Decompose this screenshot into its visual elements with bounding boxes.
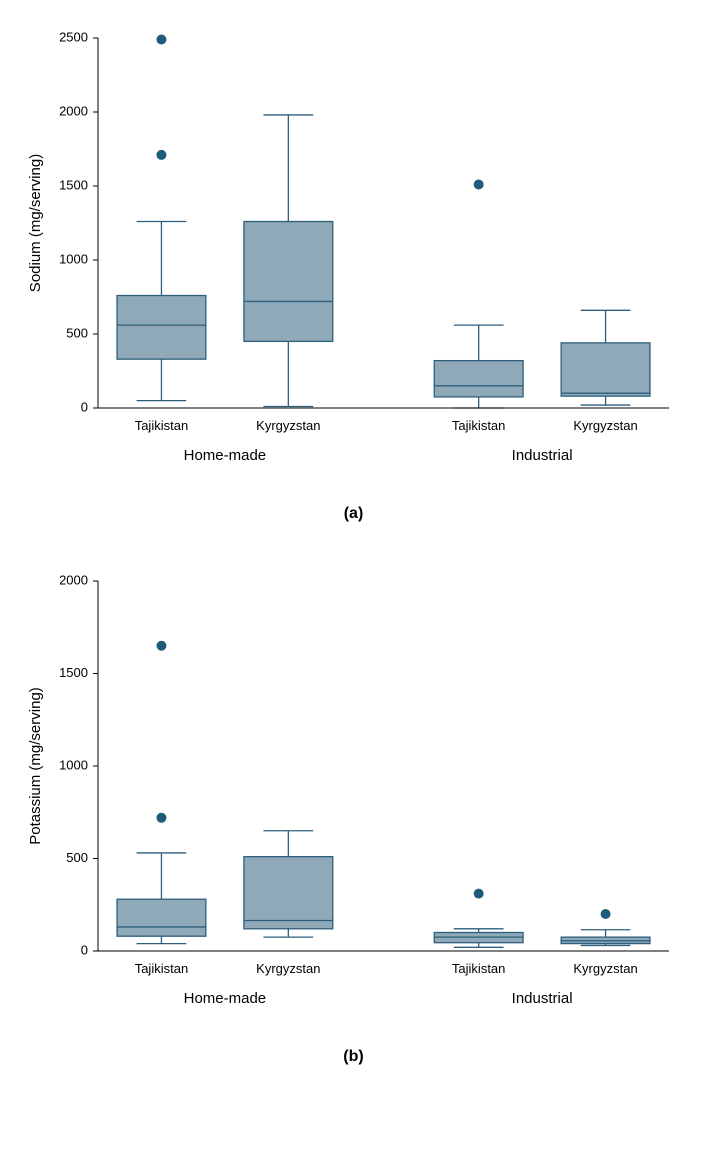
svg-text:500: 500: [66, 325, 88, 340]
svg-text:Home-made: Home-made: [184, 990, 267, 1007]
svg-text:2500: 2500: [59, 29, 88, 44]
svg-text:Tajikistan: Tajikistan: [135, 961, 188, 976]
svg-text:Sodium (mg/serving): Sodium (mg/serving): [27, 154, 44, 292]
svg-text:Kyrgyzstan: Kyrgyzstan: [256, 418, 320, 433]
svg-text:1000: 1000: [59, 757, 88, 772]
svg-text:Industrial: Industrial: [512, 990, 573, 1007]
svg-text:0: 0: [81, 399, 88, 414]
svg-text:Kyrgyzstan: Kyrgyzstan: [573, 961, 637, 976]
svg-text:Tajikistan: Tajikistan: [452, 961, 505, 976]
svg-text:Kyrgyzstan: Kyrgyzstan: [256, 961, 320, 976]
svg-text:Potassium (mg/serving): Potassium (mg/serving): [27, 687, 44, 845]
sublabel-b: (b): [20, 1048, 687, 1066]
boxplot-sodium: 0 500 1000 1500 2000 2500 Sodium (mg/serving) T…: [20, 20, 687, 490]
boxplot-potassium: 0 500 1000 1500 2000 Potassium (mg/serving) Ta…: [20, 563, 687, 1033]
chart-b-container: 0 500 1000 1500 2000 Potassium (mg/serving) Ta…: [20, 563, 687, 1066]
svg-text:1500: 1500: [59, 665, 88, 680]
svg-text:0: 0: [81, 942, 88, 957]
svg-text:1500: 1500: [59, 177, 88, 192]
sublabel-a: (a): [20, 505, 687, 523]
svg-text:1000: 1000: [59, 251, 88, 266]
svg-text:Home-made: Home-made: [184, 447, 267, 464]
svg-text:2000: 2000: [59, 572, 88, 587]
svg-text:500: 500: [66, 850, 88, 865]
svg-text:Tajikistan: Tajikistan: [135, 418, 188, 433]
chart-a-container: 0 500 1000 1500 2000 2500 Sodium (mg/serving) T…: [20, 20, 687, 523]
svg-text:Industrial: Industrial: [512, 447, 573, 464]
svg-text:Kyrgyzstan: Kyrgyzstan: [573, 418, 637, 433]
svg-text:Tajikistan: Tajikistan: [452, 418, 505, 433]
svg-text:2000: 2000: [59, 103, 88, 118]
